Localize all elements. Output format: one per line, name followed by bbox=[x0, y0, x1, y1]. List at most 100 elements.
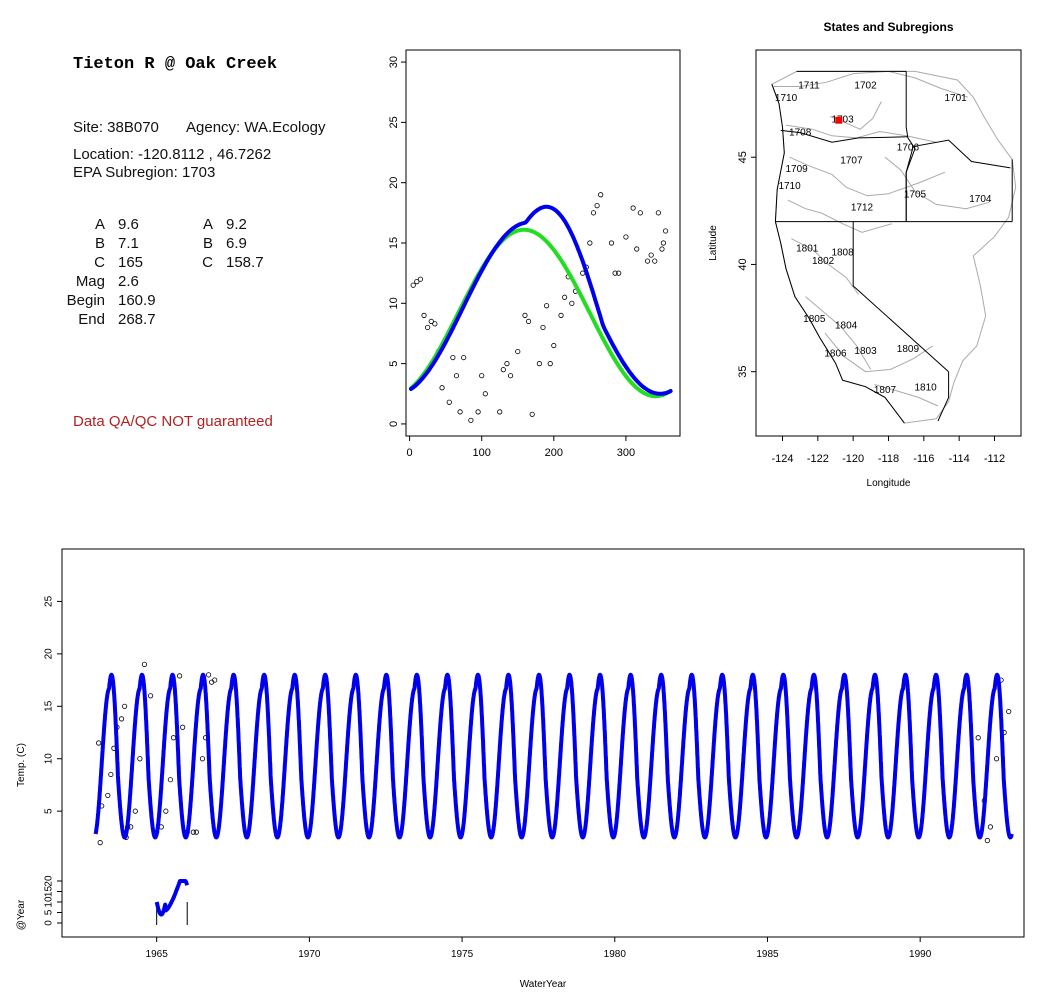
coef-label: B bbox=[202, 235, 213, 252]
region-label-1709: 1709 bbox=[786, 164, 809, 175]
data-point bbox=[497, 409, 503, 415]
y-tick-label: 25 bbox=[388, 116, 400, 128]
data-point bbox=[547, 361, 553, 367]
data-point bbox=[97, 840, 103, 846]
y-tick-label: 5 bbox=[388, 361, 400, 367]
data-point bbox=[96, 740, 102, 746]
data-point bbox=[105, 792, 111, 799]
data-point bbox=[132, 808, 138, 814]
data-point bbox=[540, 324, 546, 331]
data-point bbox=[425, 324, 431, 331]
data-point bbox=[590, 210, 597, 216]
region-label-1702: 1702 bbox=[854, 80, 877, 91]
data-point bbox=[608, 240, 615, 246]
region-label-1705: 1705 bbox=[904, 190, 927, 201]
map-outlines bbox=[771, 70, 1017, 424]
qa-disclaimer: Data QA/QC NOT guaranteed bbox=[73, 413, 273, 430]
coef-label: Mag bbox=[75, 273, 105, 290]
data-point bbox=[180, 724, 186, 730]
data-point bbox=[176, 673, 183, 679]
region-label-1805: 1805 bbox=[803, 314, 826, 325]
region-label-1707: 1707 bbox=[840, 155, 863, 166]
region-label-1701: 1701 bbox=[945, 93, 968, 104]
y-tick-label: 45 bbox=[737, 151, 749, 163]
y2-tick-label: 15 bbox=[44, 886, 55, 898]
coef-label: End bbox=[78, 311, 105, 328]
data-point bbox=[551, 342, 557, 349]
data-point bbox=[461, 354, 467, 361]
data-point bbox=[594, 203, 600, 209]
data-point bbox=[987, 824, 994, 830]
data-point bbox=[522, 312, 528, 318]
data-point bbox=[507, 373, 514, 379]
data-point bbox=[118, 716, 125, 722]
region-label-1808: 1808 bbox=[831, 248, 854, 259]
state-border bbox=[937, 371, 950, 422]
x-tick-label: 300 bbox=[617, 447, 635, 459]
y-tick-label: 15 bbox=[388, 237, 400, 249]
x-tick-label: 1990 bbox=[909, 949, 932, 960]
site-marker bbox=[835, 116, 843, 124]
state-border bbox=[852, 221, 949, 373]
region-label-1803: 1803 bbox=[854, 346, 877, 357]
data-point bbox=[450, 354, 456, 361]
x-tick-label: -122 bbox=[807, 453, 829, 465]
x-tick-label: 1980 bbox=[604, 949, 627, 960]
map-x-label: Longitude bbox=[867, 478, 911, 489]
data-point bbox=[167, 777, 174, 783]
subregion-boundary bbox=[884, 156, 990, 210]
coef-label: A bbox=[94, 216, 105, 233]
y2-tick-label: 20 bbox=[44, 875, 55, 887]
x-tick-label: -118 bbox=[878, 453, 899, 465]
region-label-1802: 1802 bbox=[812, 256, 835, 267]
region-label-1704: 1704 bbox=[969, 194, 992, 205]
data-point bbox=[558, 312, 564, 318]
region-label-1710: 1710 bbox=[778, 181, 801, 192]
data-point bbox=[122, 703, 128, 709]
data-point bbox=[544, 303, 550, 309]
coef-value: 9.2 bbox=[226, 216, 247, 233]
region-label-1710: 1710 bbox=[775, 93, 798, 104]
data-point bbox=[446, 399, 452, 405]
data-point bbox=[428, 318, 434, 325]
event-curve-line bbox=[154, 879, 190, 917]
region-label-1804: 1804 bbox=[835, 320, 858, 331]
y2-tick-label: 0 bbox=[44, 920, 55, 926]
data-point bbox=[170, 735, 177, 741]
y-tick-label: 30 bbox=[388, 56, 400, 68]
data-point bbox=[637, 210, 643, 216]
data-point bbox=[417, 276, 424, 282]
data-point bbox=[504, 361, 510, 367]
data-point bbox=[634, 246, 640, 252]
data-point bbox=[515, 348, 521, 355]
epa-subregion: EPA Subregion: 1703 bbox=[73, 164, 216, 181]
y-tick-label: 5 bbox=[44, 808, 55, 814]
data-point bbox=[616, 270, 622, 276]
y-tick-label: 10 bbox=[388, 297, 400, 309]
coef-label: C bbox=[94, 254, 105, 271]
data-point bbox=[453, 373, 460, 379]
data-point bbox=[529, 411, 535, 417]
y-tick-label: 10 bbox=[44, 753, 55, 765]
data-point bbox=[439, 385, 445, 391]
site-id: Site: 38B070 bbox=[73, 119, 159, 136]
coef-value: 9.6 bbox=[118, 216, 139, 233]
data-point bbox=[975, 735, 981, 741]
data-point bbox=[432, 321, 438, 327]
data-point bbox=[598, 192, 604, 198]
data-point bbox=[662, 228, 669, 234]
coef-value: 268.7 bbox=[118, 311, 156, 328]
data-point bbox=[500, 367, 506, 373]
x-tick-label: 200 bbox=[545, 447, 563, 459]
subregion-boundary bbox=[773, 70, 969, 98]
data-point bbox=[612, 270, 618, 276]
data-point bbox=[190, 829, 196, 835]
x-tick-label: 1965 bbox=[146, 949, 169, 960]
y2-tick-label: 5 bbox=[44, 909, 55, 915]
region-label-1703: 1703 bbox=[831, 115, 854, 126]
coef-label: B bbox=[94, 235, 105, 252]
y-tick-label: 20 bbox=[44, 648, 55, 660]
subregion-boundary bbox=[805, 296, 872, 370]
x-tick-label: -114 bbox=[949, 453, 970, 465]
